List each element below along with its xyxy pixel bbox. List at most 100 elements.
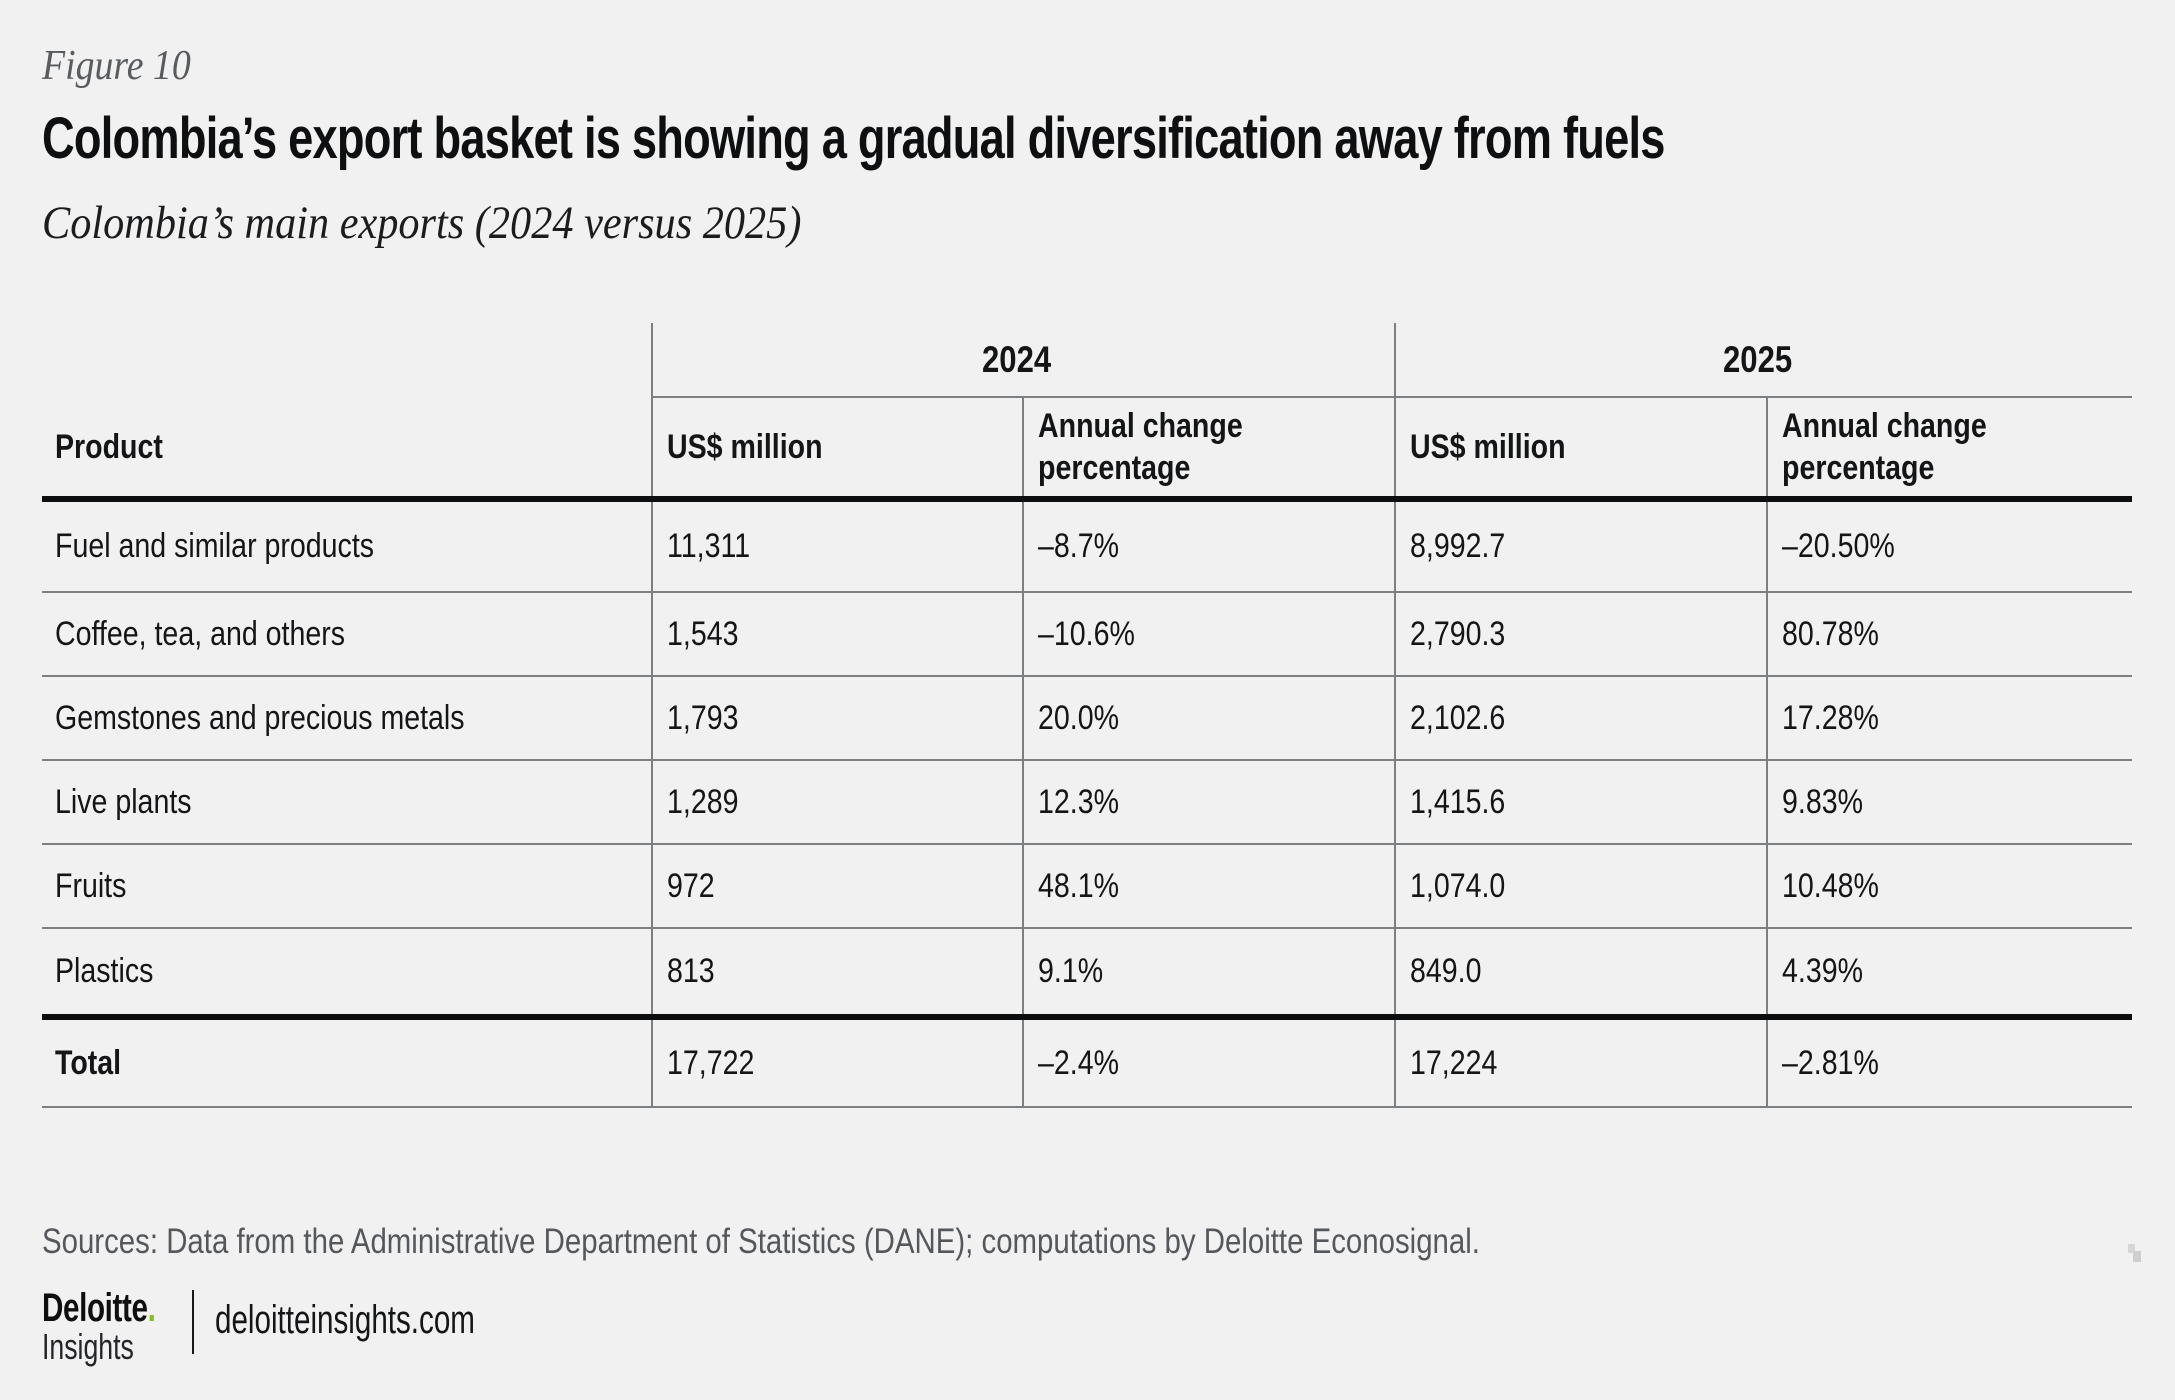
- sources-note: Sources: Data from the Administrative De…: [42, 1222, 1754, 1262]
- table-row-fuel: Fuel and similar products 11,311 –8.7% 8…: [42, 502, 2132, 593]
- header-product-label: Product: [55, 427, 163, 466]
- table-row-total: Total 17,722 –2.4% 17,224 –2.81%: [42, 1014, 2132, 1108]
- product-cell: Fruits: [42, 845, 651, 927]
- header-usd-2025-label: US$ million: [1410, 427, 1566, 466]
- usd-2024-cell: 1,289: [651, 761, 1022, 843]
- usd-2025-value: 2,102.6: [1410, 698, 1506, 737]
- change-2025-cell: –20.50%: [1766, 502, 2132, 591]
- figure-title-text: Colombia’s export basket is showing a gr…: [42, 106, 1665, 171]
- usd-2025-value: 1,074.0: [1410, 866, 1506, 905]
- change-2025-cell: 4.39%: [1766, 929, 2132, 1014]
- usd-2025-cell: 849.0: [1394, 929, 1766, 1014]
- usd-2025-value: 2,790.3: [1410, 614, 1506, 653]
- change-2024-value: 9.1%: [1038, 952, 1104, 990]
- product-cell: Plastics: [42, 929, 651, 1014]
- usd-2024-value: 813: [667, 952, 715, 990]
- usd-2025-value: 1,415.6: [1410, 782, 1506, 821]
- insights-text: Insights: [42, 1326, 134, 1367]
- product-cell: Coffee, tea, and others: [42, 593, 651, 675]
- year-2025-label: 2025: [1722, 338, 1792, 380]
- usd-2024-cell: 1,793: [651, 677, 1022, 759]
- usd-2024-value: 11,311: [667, 527, 751, 565]
- product-value: Fuel and similar products: [55, 527, 375, 565]
- deloitte-insights-logo: Deloitte. Insights: [42, 1288, 802, 1365]
- usd-2025-cell: 1,074.0: [1394, 845, 1766, 927]
- year-group-2025: 2025: [1394, 323, 2132, 398]
- header-change-2025: Annual change percentage: [1766, 398, 2132, 496]
- deloitte-wordmark: Deloitte.: [42, 1288, 802, 1328]
- change-2025-cell: 80.78%: [1766, 593, 2132, 675]
- insights-wordmark: Insights: [42, 1328, 802, 1365]
- change-2025-cell: 10.48%: [1766, 845, 2132, 927]
- change-2024-value: 12.3%: [1038, 782, 1119, 821]
- change-2024-cell: –8.7%: [1022, 502, 1394, 591]
- total-change-2025-value: –2.81%: [1782, 1043, 1879, 1082]
- usd-2025-cell: 17,224: [1394, 1020, 1766, 1106]
- table-row-coffee: Coffee, tea, and others 1,543 –10.6% 2,7…: [42, 593, 2132, 677]
- change-2025-value: 17.28%: [1782, 698, 1879, 737]
- figure-label: Figure 10: [42, 42, 207, 90]
- change-2025-value: 80.78%: [1782, 614, 1879, 653]
- deloitte-text: Deloitte: [42, 1286, 148, 1330]
- header-usd-2024: US$ million: [651, 398, 1022, 496]
- usd-2024-value: 972: [667, 866, 715, 905]
- figure-subtitle-text: Colombia’s main exports (2024 versus 202…: [42, 197, 802, 249]
- header-product: Product: [42, 398, 651, 496]
- header-change-2024-label: Annual change percentage: [1038, 406, 1243, 488]
- site-url: deloitteinsights.com: [215, 1298, 566, 1343]
- change-2024-value: –8.7%: [1038, 527, 1119, 565]
- sources-text: Sources: Data from the Administrative De…: [42, 1222, 1480, 1261]
- product-cell: Live plants: [42, 761, 651, 843]
- change-2024-value: –10.6%: [1038, 614, 1135, 653]
- exports-table: 2024 2025 Product US$ million Annual cha…: [42, 323, 2132, 1108]
- column-header-row: Product US$ million Annual change percen…: [42, 398, 2132, 502]
- change-2024-cell: 20.0%: [1022, 677, 1394, 759]
- usd-2024-cell: 972: [651, 845, 1022, 927]
- year-group-2024: 2024: [651, 323, 1394, 398]
- figure-label-text: Figure 10: [42, 43, 191, 89]
- change-2024-value: 48.1%: [1038, 866, 1119, 905]
- change-2025-cell: 9.83%: [1766, 761, 2132, 843]
- product-value: Coffee, tea, and others: [55, 614, 346, 653]
- change-2024-value: 20.0%: [1038, 698, 1119, 737]
- product-cell: Gemstones and precious metals: [42, 677, 651, 759]
- change-2024-cell: –2.4%: [1022, 1020, 1394, 1106]
- site-url-text: deloitteinsights.com: [215, 1298, 475, 1342]
- usd-2024-value: 1,543: [667, 614, 739, 653]
- usd-2025-cell: 1,415.6: [1394, 761, 1766, 843]
- product-value: Live plants: [55, 782, 192, 821]
- header-change-2025-label: Annual change percentage: [1782, 406, 1987, 488]
- year-2024-label: 2024: [982, 338, 1052, 380]
- year-group-spacer: [42, 323, 651, 398]
- change-2025-value: –20.50%: [1782, 527, 1895, 565]
- change-2025-value: 10.48%: [1782, 866, 1879, 905]
- usd-2024-cell: 813: [651, 929, 1022, 1014]
- header-usd-2024-label: US$ million: [667, 427, 823, 466]
- usd-2024-value: 1,793: [667, 698, 739, 737]
- header-usd-2025: US$ million: [1394, 398, 1766, 496]
- logo-divider: [192, 1290, 194, 1354]
- usd-2025-value: 8,992.7: [1410, 527, 1506, 565]
- total-usd-2024-value: 17,722: [667, 1043, 755, 1082]
- figure-subtitle: Colombia’s main exports (2024 versus 202…: [42, 196, 886, 250]
- change-2025-cell: –2.81%: [1766, 1020, 2132, 1106]
- product-cell: Fuel and similar products: [42, 502, 651, 591]
- total-usd-2025-value: 17,224: [1410, 1043, 1498, 1082]
- change-2025-value: 9.83%: [1782, 782, 1863, 821]
- stray-artifact: [2128, 1244, 2144, 1264]
- change-2024-cell: 9.1%: [1022, 929, 1394, 1014]
- product-value: Fruits: [55, 866, 127, 905]
- usd-2024-cell: 1,543: [651, 593, 1022, 675]
- usd-2025-cell: 2,790.3: [1394, 593, 1766, 675]
- table-row-plastics: Plastics 813 9.1% 849.0 4.39%: [42, 929, 2132, 1014]
- usd-2024-value: 1,289: [667, 782, 739, 821]
- deloitte-green-dot-icon: .: [147, 1286, 156, 1330]
- usd-2025-value: 849.0: [1410, 952, 1482, 990]
- product-cell: Total: [42, 1020, 651, 1106]
- change-2024-cell: –10.6%: [1022, 593, 1394, 675]
- total-change-2024-value: –2.4%: [1038, 1043, 1119, 1082]
- figure-title: Colombia’s export basket is showing a gr…: [42, 106, 2122, 173]
- change-2024-cell: 12.3%: [1022, 761, 1394, 843]
- usd-2024-cell: 17,722: [651, 1020, 1022, 1106]
- table-row-live-plants: Live plants 1,289 12.3% 1,415.6 9.83%: [42, 761, 2132, 845]
